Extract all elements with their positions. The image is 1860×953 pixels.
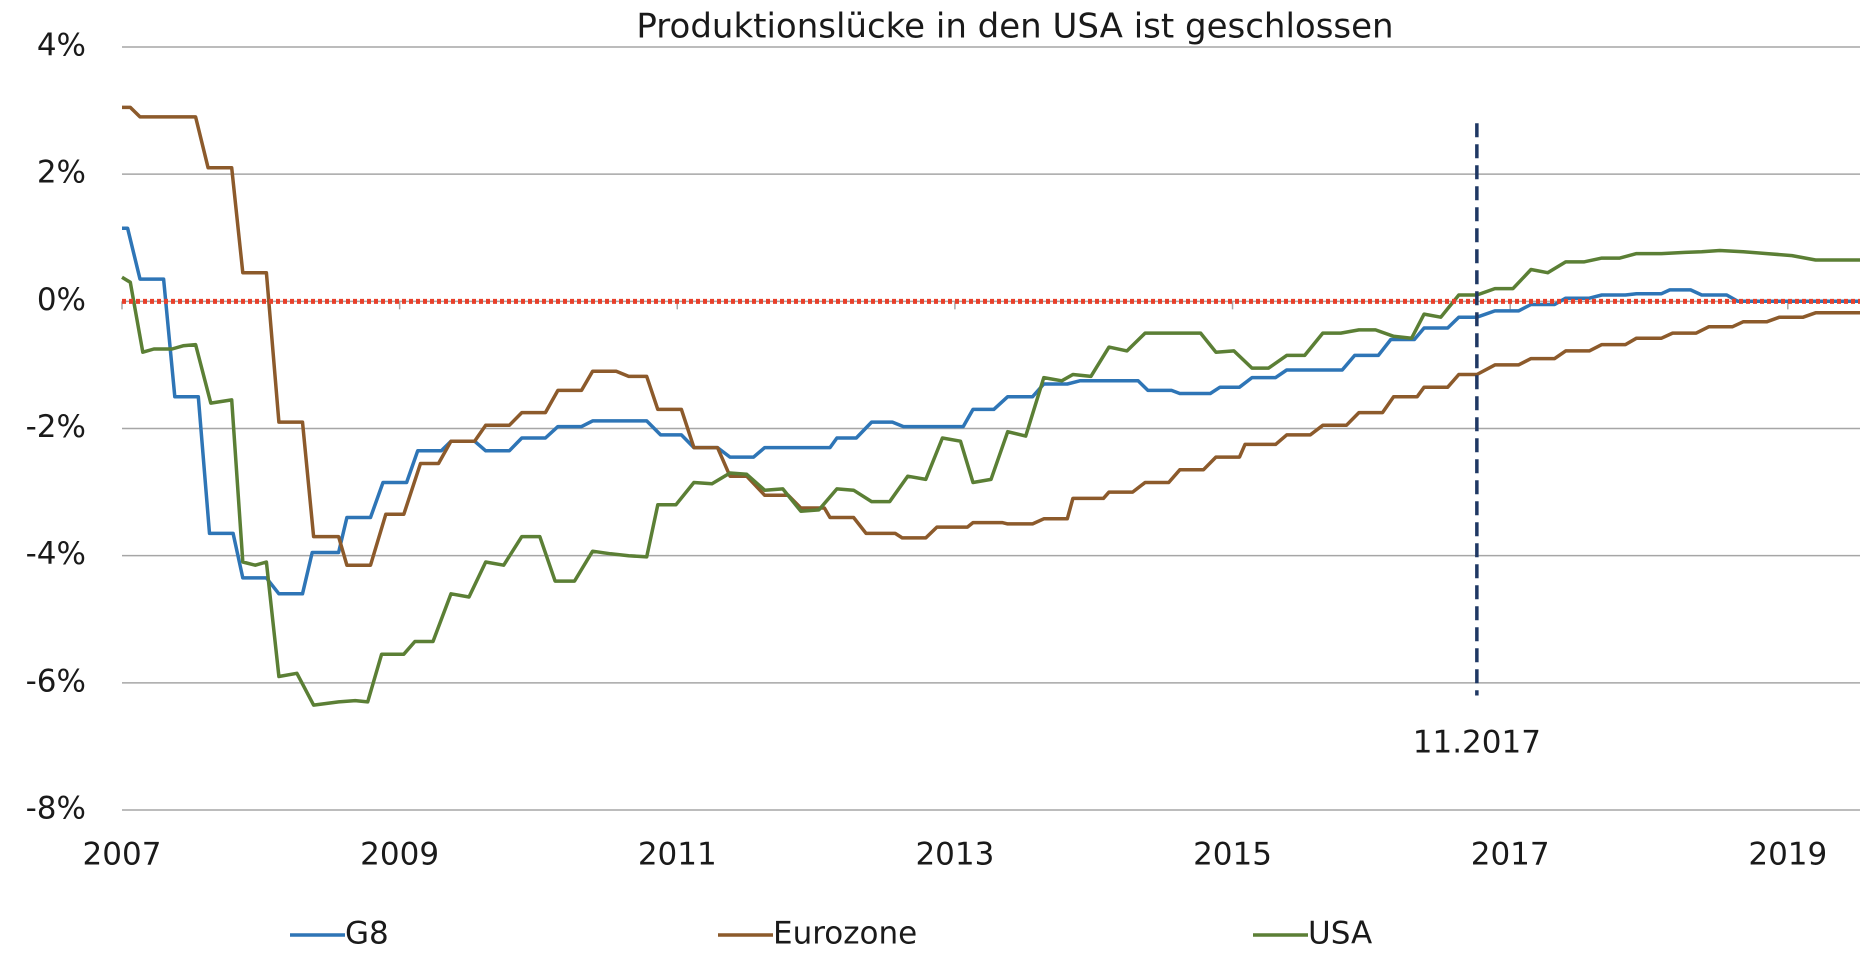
y-tick-label: -4% bbox=[26, 536, 86, 572]
x-tick-label: 2009 bbox=[360, 837, 439, 873]
x-tick-label: 2007 bbox=[83, 837, 162, 873]
series-line bbox=[121, 248, 1860, 707]
x-tick-label: 2019 bbox=[1748, 837, 1827, 873]
chart-title: Produktionslücke in den USA ist geschlos… bbox=[636, 7, 1393, 47]
legend-label: G8 bbox=[345, 916, 389, 952]
series-line bbox=[122, 226, 1860, 596]
legend-label: Eurozone bbox=[773, 916, 917, 952]
x-tick-label: 2017 bbox=[1471, 837, 1550, 873]
y-tick-label: 4% bbox=[37, 28, 86, 64]
x-tick-label: 2013 bbox=[915, 837, 994, 873]
y-tick-label: 0% bbox=[37, 282, 86, 318]
x-tick-label: 2015 bbox=[1193, 837, 1272, 873]
y-tick-label: -8% bbox=[26, 791, 86, 827]
legend-label: USA bbox=[1308, 916, 1372, 952]
y-tick-label: 2% bbox=[37, 155, 86, 191]
y-tick-label: -2% bbox=[26, 409, 86, 445]
y-tick-label: -6% bbox=[26, 663, 86, 699]
series-line bbox=[122, 105, 1860, 567]
x-tick-label: 2011 bbox=[638, 837, 717, 873]
annotation-label: 11.2017 bbox=[1413, 725, 1541, 761]
